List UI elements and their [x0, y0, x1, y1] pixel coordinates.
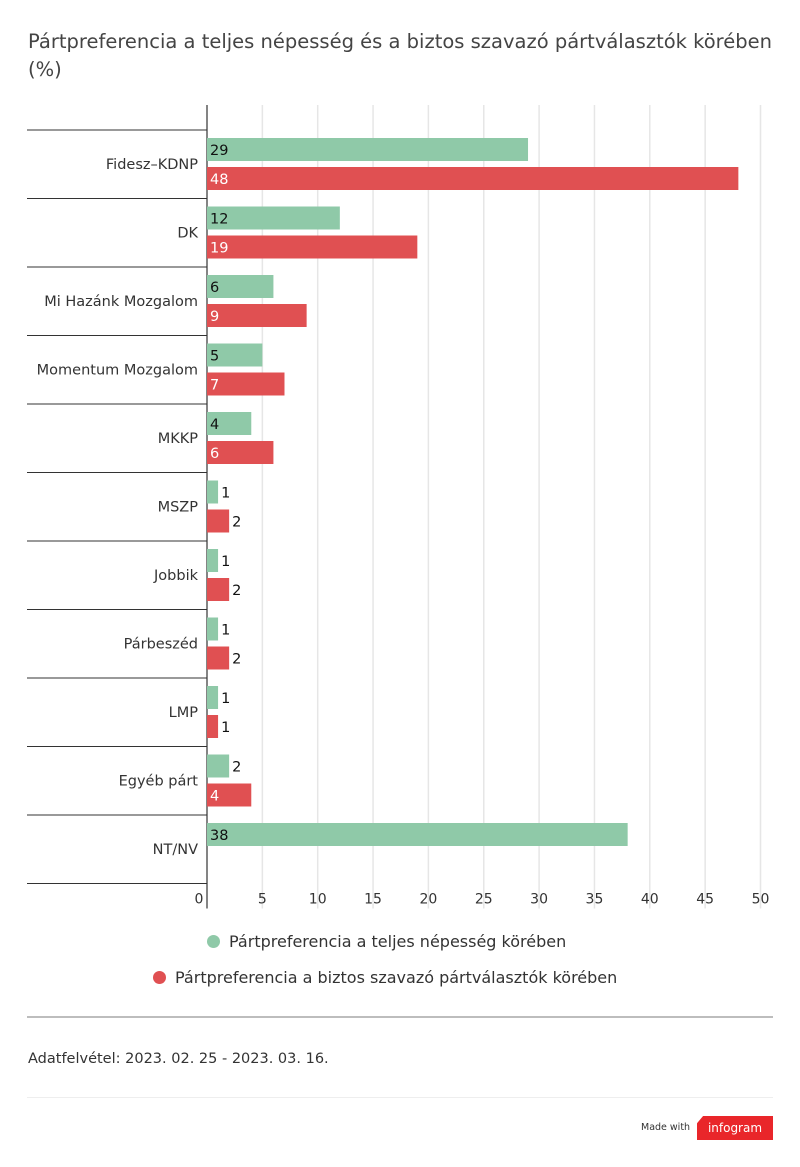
legend-swatch-voters	[153, 971, 166, 984]
data-label: 1	[221, 486, 230, 502]
x-tick-label: 40	[641, 892, 659, 908]
data-label: 19	[210, 241, 228, 257]
bar-total	[207, 275, 274, 298]
category-label: Egyéb párt	[119, 774, 199, 790]
bar-total	[207, 343, 263, 367]
category-label: MSZP	[158, 500, 199, 516]
data-label: 1	[221, 691, 230, 707]
data-label: 5	[210, 349, 219, 365]
data-label: 7	[210, 378, 219, 394]
bar-total	[207, 206, 340, 230]
data-label: 2	[232, 760, 241, 776]
data-label: 4	[210, 789, 219, 805]
x-tick-label: 35	[586, 892, 604, 908]
category-label: DK	[177, 226, 198, 242]
category-label: Párbeszéd	[124, 637, 198, 653]
bar-voters	[207, 509, 230, 533]
category-label: Fidesz–KDNP	[106, 157, 198, 173]
data-label: 4	[210, 417, 219, 433]
category-label: Mi Hazánk Mozgalom	[44, 294, 198, 310]
x-tick-label: 50	[752, 892, 770, 908]
data-label: 6	[210, 446, 219, 462]
infogram-logo[interactable]: infogram	[697, 1116, 773, 1140]
divider	[27, 1016, 773, 1018]
bar-voters	[207, 783, 252, 807]
source-note: Adatfelvétel: 2023. 02. 25 - 2023. 03. 1…	[28, 1051, 329, 1067]
x-tick-label: 45	[696, 892, 714, 908]
x-tick-label: 5	[258, 892, 267, 908]
bar-voters	[207, 646, 230, 670]
x-tick-label: 20	[419, 892, 437, 908]
data-label: 2	[232, 515, 241, 531]
data-label: 9	[210, 309, 219, 325]
legend-label-total: Pártpreferencia a teljes népesség körébe…	[229, 932, 567, 951]
data-label: 38	[210, 828, 228, 844]
x-tick-label: 30	[530, 892, 548, 908]
data-label: 1	[221, 720, 230, 736]
x-tick-label: 0	[195, 892, 204, 908]
bar-voters	[207, 235, 418, 259]
bar-total	[207, 549, 219, 572]
bar-voters	[207, 715, 219, 738]
divider-footer	[27, 1097, 773, 1098]
data-label: 48	[210, 172, 228, 188]
x-tick-label: 15	[364, 892, 382, 908]
category-label: LMP	[169, 705, 199, 721]
category-label: NT/NV	[153, 842, 198, 858]
data-label: 29	[210, 143, 228, 159]
bar-voters	[207, 167, 739, 190]
bar-voters	[207, 304, 307, 327]
legend-item-voters[interactable]: Pártpreferencia a biztos szavazó pártvál…	[153, 968, 617, 987]
bar-total	[207, 754, 230, 778]
category-label: Momentum Mozgalom	[37, 363, 198, 379]
data-label: 2	[232, 583, 241, 599]
data-label: 2	[232, 652, 241, 668]
data-label: 1	[221, 623, 230, 639]
bar-total	[207, 480, 219, 504]
bar-total	[207, 686, 219, 709]
bar-voters	[207, 578, 230, 601]
bar-total	[207, 823, 628, 846]
x-tick-label: 25	[475, 892, 493, 908]
x-tick-label: 10	[309, 892, 327, 908]
chart-title: Pártpreferencia a teljes népesség és a b…	[28, 30, 772, 81]
made-with-label: Made with	[641, 1122, 691, 1133]
bar-voters	[207, 441, 274, 464]
data-label: 12	[210, 212, 228, 228]
legend-swatch-total	[207, 935, 220, 948]
bar-chart: 0 5 10 15 20 25 30 35 40 45 50Fidesz–KDNP2948DK121…	[27, 105, 770, 909]
bar-voters	[207, 372, 285, 396]
bar-total	[207, 138, 529, 161]
bar-total	[207, 412, 252, 435]
legend-label-voters: Pártpreferencia a biztos szavazó pártvál…	[175, 968, 618, 987]
bar-total	[207, 617, 219, 641]
data-label: 1	[221, 554, 230, 570]
category-label: Jobbik	[153, 568, 199, 584]
category-label: MKKP	[158, 431, 199, 447]
legend-item-total[interactable]: Pártpreferencia a teljes népesség körébe…	[207, 932, 566, 951]
data-label: 6	[210, 280, 219, 296]
